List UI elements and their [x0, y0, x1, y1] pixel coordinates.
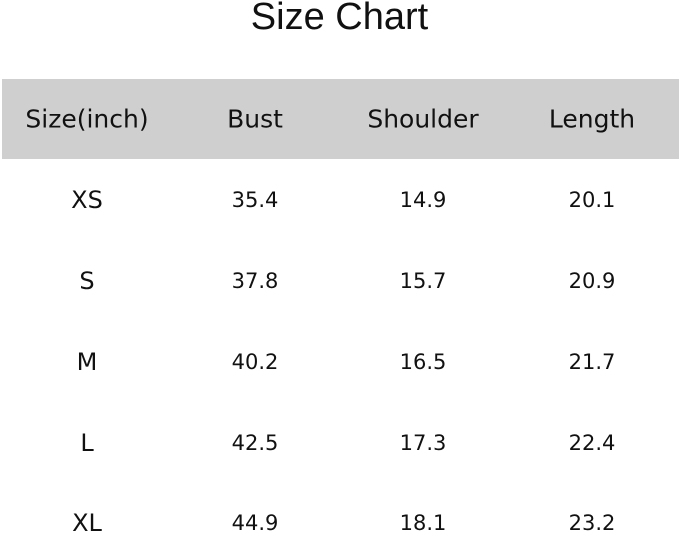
cell-length: 20.1: [568, 188, 616, 212]
cell-shoulder: 14.9: [399, 188, 447, 212]
page-title: Size Chart: [250, 0, 429, 38]
cell-size: XL: [72, 509, 102, 537]
table-header: [2, 79, 679, 159]
header-size: Size(inch): [25, 104, 149, 134]
cell-length: 23.2: [568, 511, 616, 535]
cell-bust: 37.8: [231, 269, 279, 293]
cell-shoulder: 18.1: [399, 511, 447, 535]
header-shoulder: Shoulder: [367, 104, 479, 134]
cell-size: S: [79, 267, 95, 295]
cell-length: 22.4: [568, 431, 616, 455]
header-bust: Bust: [227, 104, 283, 134]
cell-shoulder: 15.7: [399, 269, 447, 293]
cell-length: 21.7: [568, 350, 616, 374]
cell-bust: 44.9: [231, 511, 279, 535]
cell-size: M: [76, 348, 98, 376]
cell-length: 20.9: [568, 269, 616, 293]
cell-shoulder: 17.3: [399, 431, 447, 455]
cell-size: XS: [71, 186, 103, 214]
header-length: Length: [548, 104, 636, 134]
cell-bust: 35.4: [231, 188, 279, 212]
cell-size: L: [80, 429, 94, 457]
cell-bust: 40.2: [231, 350, 279, 374]
cell-shoulder: 16.5: [399, 350, 447, 374]
cell-bust: 42.5: [231, 431, 279, 455]
